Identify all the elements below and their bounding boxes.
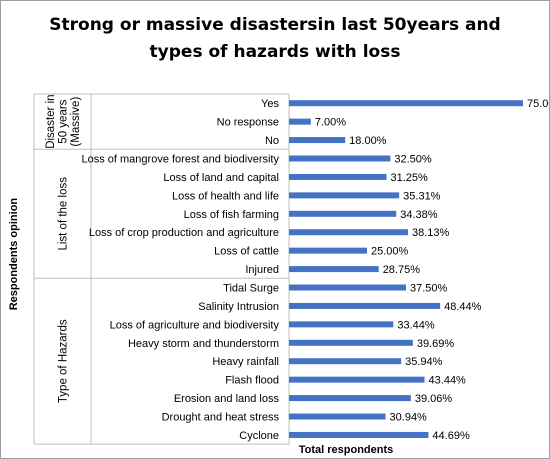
bar [289, 395, 411, 402]
data-label: 32.50% [394, 154, 432, 166]
data-label: 38.13% [412, 227, 450, 239]
bar [289, 155, 391, 162]
bar [289, 100, 523, 107]
category-label: Salinity Intrusion [198, 301, 279, 313]
data-label: 37.50% [410, 283, 448, 295]
data-label: 39.06% [415, 393, 453, 405]
category-label: Loss of agriculture and biodiversity [110, 319, 280, 331]
category-label: Yes [261, 98, 279, 110]
data-label: 31.25% [391, 172, 429, 184]
category-label: Loss of mangrove forest and biodiversity [82, 154, 280, 166]
category-label: Injured [245, 264, 279, 276]
category-label: Loss of land and capital [163, 172, 279, 184]
bar [289, 339, 413, 346]
bar [289, 376, 425, 383]
category-label: Loss of cattle [214, 246, 279, 258]
data-label: 25.00% [371, 246, 409, 258]
bar [289, 321, 394, 328]
bar [289, 192, 400, 199]
chart-title-line-1: Strong or massive disastersin last 50yea… [49, 15, 501, 35]
group-label-line: Disaster in [45, 94, 57, 148]
data-label: 75.00% [527, 98, 549, 110]
bar [289, 137, 346, 144]
category-label: Erosion and land loss [174, 393, 280, 405]
bar [289, 266, 379, 273]
bar [289, 210, 397, 217]
category-label: Tidal Surge [223, 283, 279, 295]
category-label: Loss of fish farming [184, 209, 279, 221]
bar [289, 431, 429, 438]
data-label: 43.44% [429, 375, 467, 387]
data-label: 18.00% [349, 135, 387, 147]
data-label: 34.38% [400, 209, 438, 221]
data-label: 48.44% [444, 301, 482, 313]
bar [289, 358, 402, 365]
data-label: 33.44% [397, 319, 435, 331]
bar [289, 247, 367, 254]
group-label-3: Type of Hazards [58, 319, 70, 403]
group-label-1: Disaster in50 years(Massive) [45, 94, 82, 148]
data-label: 44.69% [432, 430, 470, 442]
group-label-line: 50 years [58, 99, 70, 143]
category-label: Flash flood [225, 375, 279, 387]
chart-title-line-2: types of hazards with loss [149, 42, 401, 62]
data-label: 35.31% [403, 190, 441, 202]
bar [289, 229, 408, 236]
y-axis-title: Respondents opinion [8, 198, 20, 311]
bar [289, 284, 406, 291]
data-label: 35.94% [405, 356, 443, 368]
group-label-line: Type of Hazards [58, 319, 70, 403]
data-label: 30.94% [390, 412, 428, 424]
category-label: Drought and heat stress [162, 412, 280, 424]
bar [289, 413, 386, 420]
group-label-line: List of the loss [58, 177, 70, 251]
x-axis-title: Total respondents [299, 444, 394, 456]
data-label: 39.69% [417, 338, 455, 350]
category-label: No response [217, 117, 279, 129]
data-label: 7.00% [315, 117, 346, 129]
group-label-line: (Massive) [70, 97, 82, 147]
bar [289, 302, 441, 309]
category-label: Heavy storm and thunderstorm [128, 338, 279, 350]
category-label: Loss of health and life [172, 190, 279, 202]
bar [289, 118, 311, 125]
category-label: Loss of crop production and agriculture [89, 227, 279, 239]
category-label: Cyclone [239, 430, 279, 442]
category-label: No [265, 135, 279, 147]
data-label: 28.75% [383, 264, 421, 276]
group-label-2: List of the loss [58, 177, 70, 251]
category-label: Heavy rainfall [212, 356, 279, 368]
bar [289, 173, 387, 180]
